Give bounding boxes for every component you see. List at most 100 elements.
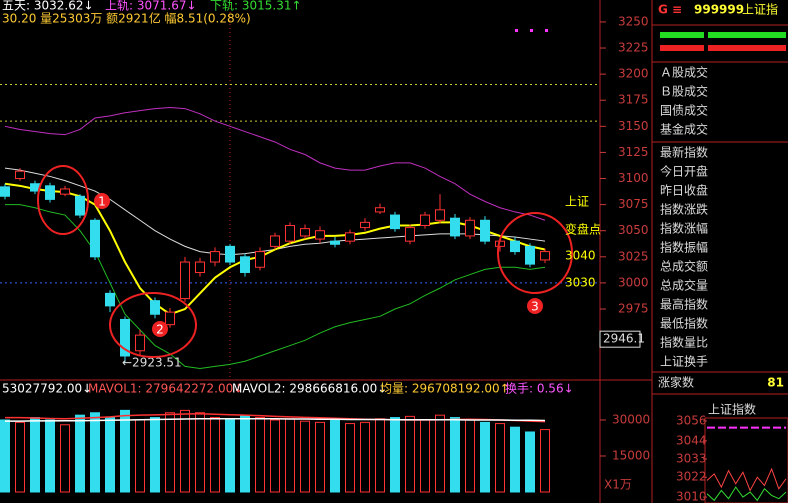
quote-row-label: 今日开盘 (660, 164, 708, 179)
mini-chart-title: 上证指数 (708, 402, 756, 417)
stock-name: 上证指 (742, 2, 778, 17)
quote-row-label: 指数振幅 (660, 240, 708, 255)
y-tick-label: 3175 (618, 93, 649, 107)
candle-body (0, 186, 10, 197)
quote-row-label: 上证换手 (660, 355, 708, 369)
volume-bar (540, 429, 550, 493)
candle-body (225, 245, 235, 263)
candle-body (420, 214, 430, 226)
volume-bar (330, 419, 340, 493)
volume-header-item: 53027792.00↓ (2, 382, 92, 396)
sell-bar (660, 45, 704, 51)
candle-body (240, 256, 250, 273)
volume-bar (480, 421, 490, 493)
volume-bar (225, 419, 235, 493)
volume-bar (450, 417, 460, 493)
quote-row-label: 国债成交 (660, 103, 708, 118)
note-text: 3040 (565, 249, 596, 263)
volume-bar (315, 421, 325, 493)
candle-body (435, 209, 445, 221)
candle-body (330, 240, 340, 245)
volume-bar (120, 409, 130, 493)
annotation-number: 2 (156, 323, 164, 337)
y-tick-label: 3200 (618, 67, 649, 81)
stock-code: 999999 (694, 3, 744, 17)
volume-bar (465, 419, 475, 493)
volume-bar (375, 418, 385, 493)
candle-body (525, 245, 535, 265)
quote-row-label: 昨日收盘 (660, 183, 708, 198)
quote-row-label: 最高指数 (660, 297, 708, 312)
candle-body (450, 217, 460, 237)
annotation-circle (497, 212, 573, 294)
y-tick-label: 15000 (612, 448, 650, 462)
quote-row-label: 基金成交 (660, 122, 708, 137)
volume-bar (240, 414, 250, 493)
quote-row-label: 指数涨幅 (660, 221, 708, 236)
y-tick-label: 3225 (618, 41, 649, 55)
marker-dot (515, 29, 518, 32)
candle-body (195, 261, 205, 273)
header-item: 30.20 量25303万 额2921亿 幅8.51(0.28%) (2, 11, 251, 26)
candle-body (255, 251, 265, 268)
candle-body (390, 214, 400, 230)
volume-bar (45, 419, 55, 493)
volume-bar (150, 417, 160, 493)
buy-bar (708, 32, 786, 38)
y-tick-label: 3150 (618, 119, 649, 133)
annotation-circle (109, 292, 197, 358)
volume-bar (75, 414, 85, 493)
marker-dot (545, 29, 548, 32)
annotation-badge (94, 193, 110, 209)
candle-body (540, 251, 550, 261)
header-item: 下轨: 3015.31↑ (210, 0, 302, 13)
note-text: 3030 (565, 276, 596, 290)
volume-bar (420, 419, 430, 493)
cursor-label: 2946.1 (603, 332, 645, 346)
header-item: 上轨: 3071.67↓ (105, 0, 197, 13)
volume-bar (435, 414, 445, 493)
volume-header-item: 均量: 296708192.00↑ (380, 382, 510, 396)
y-tick-label: 3025 (618, 249, 649, 263)
candle-body (480, 219, 490, 242)
volume-bar (195, 412, 205, 493)
volume-bar (90, 412, 100, 493)
y-tick-label: 3022 (676, 470, 707, 484)
y-tick-label: 3125 (618, 145, 649, 159)
volume-bar (405, 415, 415, 493)
y-tick-label: 3033 (676, 452, 707, 466)
annotation-number: 3 (531, 300, 539, 314)
y-tick-label: 2975 (618, 302, 649, 316)
volume-unit: X1万 (604, 478, 632, 492)
marker-dot (530, 29, 533, 32)
candle-body (210, 251, 220, 263)
volume-bar (15, 421, 25, 493)
y-tick-label: 3010 (676, 490, 707, 503)
volume-header-item: MAVOL1: 279642272.00↓ (88, 382, 243, 396)
candle-body (285, 224, 295, 242)
candle-body (150, 300, 160, 315)
annotation-badge (527, 298, 543, 314)
candle-body (60, 188, 70, 195)
annotation-badge (152, 321, 168, 337)
quote-row-label: 最新指数 (660, 145, 708, 160)
quote-row-label: 指数量比 (660, 335, 708, 350)
volume-bar (255, 417, 265, 493)
y-tick-label: 3075 (618, 197, 649, 211)
candle-body (315, 230, 325, 240)
annotation-circle (37, 165, 89, 235)
y-tick-label: 3050 (618, 223, 649, 237)
candle-body (270, 235, 280, 247)
candle-body (15, 170, 25, 180)
y-tick-label: 3044 (676, 433, 707, 447)
candle-body (360, 221, 370, 229)
candle-body (120, 318, 130, 357)
volume-header-item: MAVOL2: 298666816.00↓ (232, 382, 387, 396)
candle-body (90, 219, 100, 258)
quote-row-label: Ｂ股成交 (660, 84, 708, 99)
candle-body (345, 232, 355, 242)
candle-body (465, 219, 475, 237)
quote-row-label: Ａ股成交 (660, 65, 708, 80)
indicator-line (4, 107, 546, 221)
